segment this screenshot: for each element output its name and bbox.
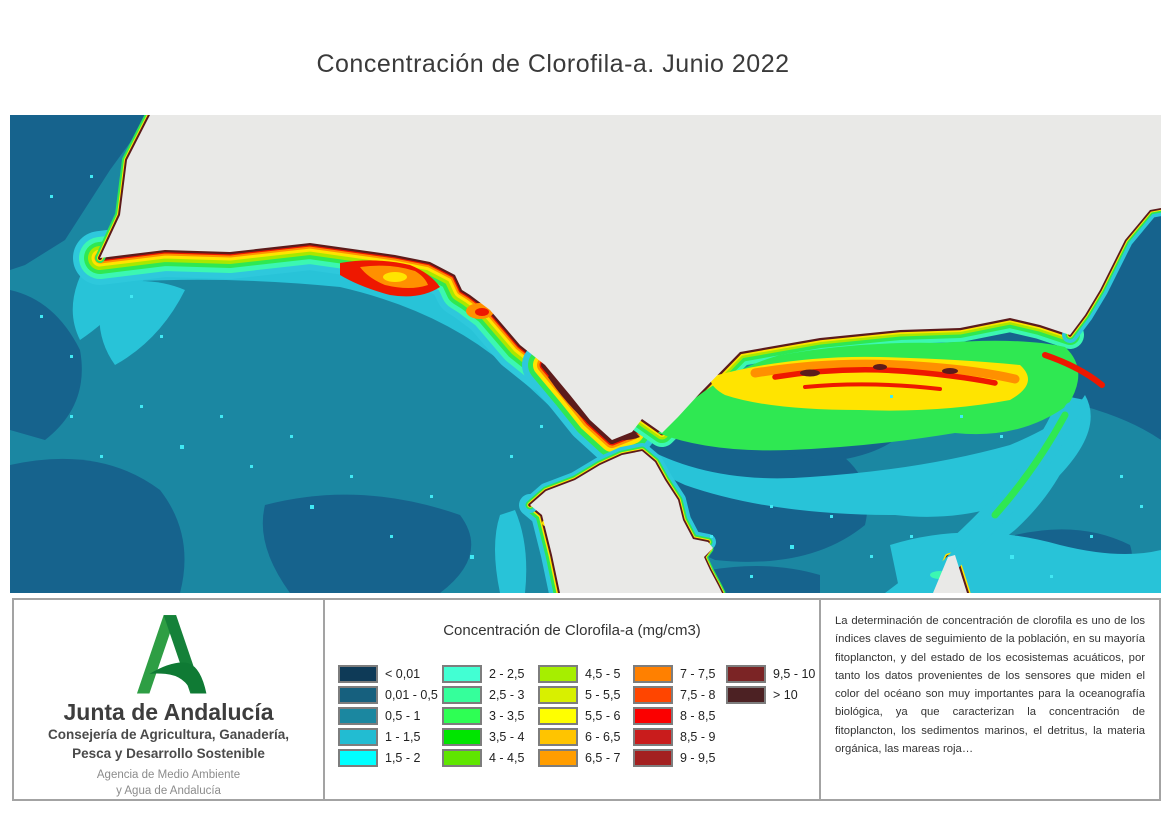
legend-item: 8,5 - 9 bbox=[633, 726, 726, 747]
legend-range: 3,5 - 4 bbox=[489, 729, 525, 744]
legend-swatch bbox=[726, 685, 766, 704]
logo-box: Junta de Andalucía Consejería de Agricul… bbox=[14, 600, 325, 799]
agency-line2: y Agua de Andalucía bbox=[116, 784, 221, 797]
chlorophyll-map bbox=[10, 115, 1161, 593]
description-box: La determinación de concentración de clo… bbox=[821, 600, 1159, 799]
legend-range: 8,5 - 9 bbox=[680, 729, 716, 744]
legend-item: 3,5 - 4 bbox=[442, 726, 538, 747]
legend-range: 6,5 - 7 bbox=[585, 750, 621, 765]
agency-line1: Agencia de Medio Ambiente bbox=[96, 768, 241, 781]
legend-range: 5,5 - 6 bbox=[585, 708, 621, 723]
legend-swatch bbox=[442, 748, 482, 767]
legend-range: 0,5 - 1 bbox=[385, 708, 421, 723]
legend-item: 9,5 - 10 bbox=[726, 663, 819, 684]
bay-red-spot bbox=[475, 308, 489, 316]
legend-range: 9 - 9,5 bbox=[680, 750, 716, 765]
legend-swatch bbox=[633, 706, 673, 725]
alboran-bloom-orange bbox=[750, 359, 1020, 384]
legend-box: Concentración de Clorofila-a (mg/cm3) < … bbox=[325, 600, 821, 799]
legend-range: 2 - 2,5 bbox=[489, 666, 525, 681]
southeast-green-tail bbox=[991, 411, 1069, 519]
legend-swatch bbox=[538, 664, 578, 683]
land-cape bbox=[933, 555, 967, 593]
legend-item: 1,5 - 2 bbox=[338, 747, 442, 768]
alboran-bloom-red3 bbox=[1042, 352, 1105, 388]
legend-swatch bbox=[442, 727, 482, 746]
alboran-maroon-spot3 bbox=[942, 368, 958, 374]
land-iberia bbox=[100, 115, 1161, 440]
legend-swatch bbox=[442, 685, 482, 704]
legend-swatch bbox=[633, 727, 673, 746]
gulf-yellow-core bbox=[383, 272, 407, 282]
legend-range: 3 - 3,5 bbox=[489, 708, 525, 723]
legend-swatch bbox=[633, 664, 673, 683]
page-title: Concentración de Clorofila-a. Junio 2022 bbox=[316, 50, 790, 78]
legend-item: > 10 bbox=[726, 684, 819, 705]
legend-swatch bbox=[538, 706, 578, 725]
legend-title: Concentración de Clorofila-a (mg/cm3) bbox=[443, 622, 701, 639]
legend-item: 0,01 - 0,5 bbox=[338, 684, 442, 705]
legend-swatch bbox=[538, 727, 578, 746]
department-line2: Pesca y Desarrollo Sostenible bbox=[72, 745, 265, 761]
legend-item: 7,5 - 8 bbox=[633, 684, 726, 705]
legend-range: 5 - 5,5 bbox=[585, 687, 621, 702]
legend-item: 9 - 9,5 bbox=[633, 747, 726, 768]
legend-range: 6 - 6,5 bbox=[585, 729, 621, 744]
legend-item: 5,5 - 6 bbox=[538, 705, 633, 726]
legend-item: 1 - 1,5 bbox=[338, 726, 442, 747]
legend-swatch bbox=[442, 664, 482, 683]
legend-range: 8 - 8,5 bbox=[680, 708, 716, 723]
legend-item: 8 - 8,5 bbox=[633, 705, 726, 726]
legend-range: < 0,01 bbox=[385, 666, 421, 681]
legend-item: 2 - 2,5 bbox=[442, 663, 538, 684]
legend-swatch bbox=[442, 706, 482, 725]
junta-andalucia-logo-icon bbox=[136, 615, 206, 694]
legend-swatch bbox=[633, 748, 673, 767]
legend-item: 2,5 - 3 bbox=[442, 684, 538, 705]
description-text: La determinación de concentración de clo… bbox=[835, 615, 1145, 756]
org-name: Junta de Andalucía bbox=[63, 699, 274, 726]
legend-swatch bbox=[338, 727, 378, 746]
legend-swatch bbox=[726, 664, 766, 683]
legend-item: 4,5 - 5 bbox=[538, 663, 633, 684]
legend-swatch bbox=[338, 685, 378, 704]
legend-item: 7 - 7,5 bbox=[633, 663, 726, 684]
legend-range: > 10 bbox=[773, 687, 798, 702]
department-line1: Consejería de Agricultura, Ganadería, bbox=[47, 727, 290, 743]
legend-item: 4 - 4,5 bbox=[442, 747, 538, 768]
legend-swatch bbox=[338, 706, 378, 725]
legend-range: 1,5 - 2 bbox=[385, 750, 421, 765]
legend-swatch bbox=[338, 664, 378, 683]
legend-item: 3 - 3,5 bbox=[442, 705, 538, 726]
legend-swatch bbox=[538, 685, 578, 704]
legend-range: 7,5 - 8 bbox=[680, 687, 716, 702]
legend-item: 5 - 5,5 bbox=[538, 684, 633, 705]
alboran-bloom-red2 bbox=[803, 382, 942, 391]
legend-item: < 0,01 bbox=[338, 663, 442, 684]
legend-range: 7 - 7,5 bbox=[680, 666, 716, 681]
legend-swatch bbox=[338, 748, 378, 767]
land-morocco bbox=[530, 451, 722, 593]
alboran-maroon-spot2 bbox=[873, 364, 887, 370]
legend-range: 1 - 1,5 bbox=[385, 729, 421, 744]
legend-item: 6,5 - 7 bbox=[538, 747, 633, 768]
legend-range: 2,5 - 3 bbox=[489, 687, 525, 702]
legend-range: 0,01 - 0,5 bbox=[385, 687, 438, 702]
legend-item: 0,5 - 1 bbox=[338, 705, 442, 726]
legend-range: 4 - 4,5 bbox=[489, 750, 525, 765]
legend-range: 9,5 - 10 bbox=[773, 666, 816, 681]
legend-item: 6 - 6,5 bbox=[538, 726, 633, 747]
legend-swatch bbox=[538, 748, 578, 767]
legend-swatch bbox=[633, 685, 673, 704]
landmasses bbox=[100, 115, 1161, 593]
legend-grid: < 0,01 0,01 - 0,5 0,5 - 1 1 - 1,5 1,5 - … bbox=[338, 663, 819, 768]
alboran-maroon-spot1 bbox=[800, 369, 820, 377]
chlorophyll-map-svg bbox=[10, 115, 1161, 593]
footer-panel: Junta de Andalucía Consejería de Agricul… bbox=[12, 598, 1161, 801]
legend-range: 4,5 - 5 bbox=[585, 666, 621, 681]
